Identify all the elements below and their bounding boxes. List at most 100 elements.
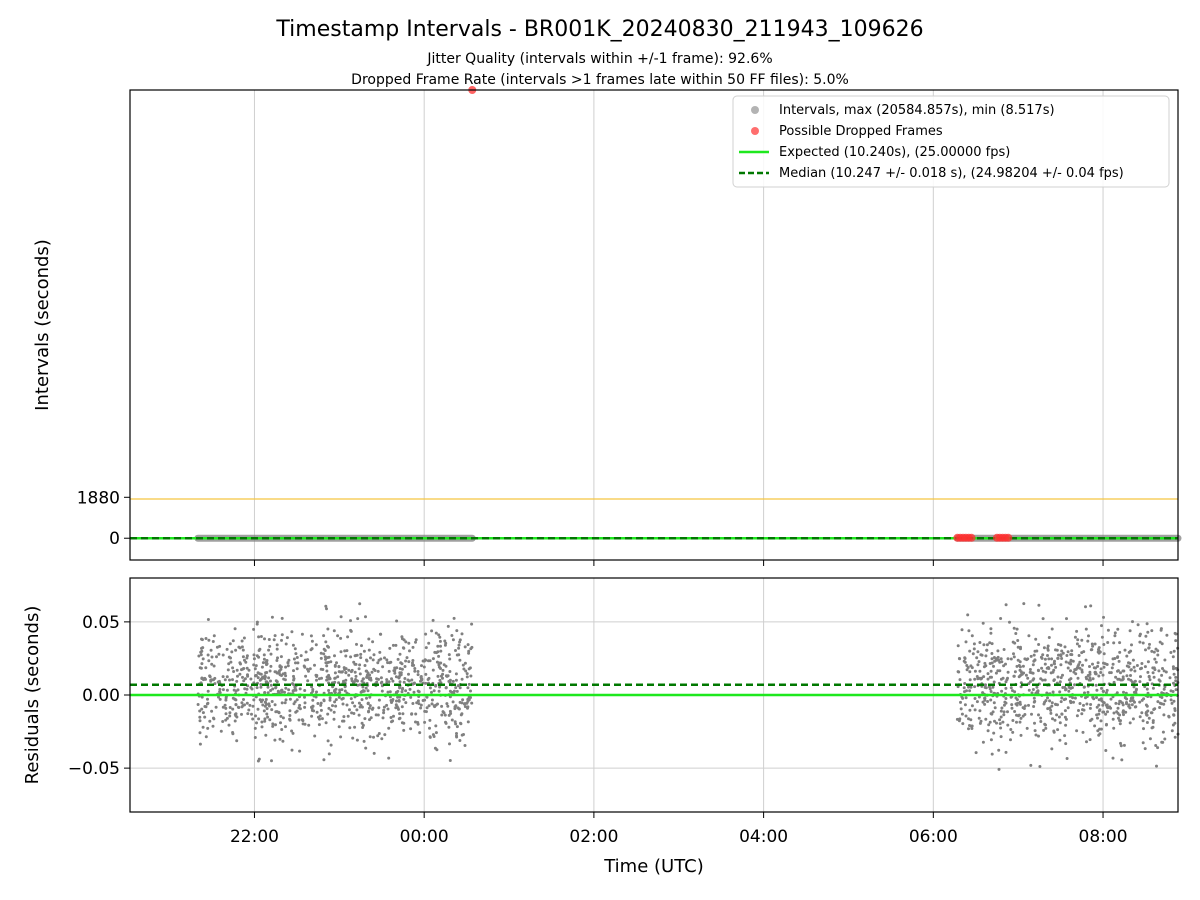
residual-point-0-980 xyxy=(264,671,268,675)
residual-point-0-604 xyxy=(310,714,314,718)
residual-point-1-347 xyxy=(1084,675,1088,679)
residual-point-0-296 xyxy=(308,667,312,671)
residual-point-0-831 xyxy=(459,713,463,717)
residual-point-1-353 xyxy=(1151,666,1155,670)
residual-point-0-959 xyxy=(200,676,204,680)
residual-point-1-490 xyxy=(1004,603,1008,607)
residual-point-1-854 xyxy=(1069,669,1072,673)
residual-point-1-99 xyxy=(963,703,967,707)
residual-point-1-450 xyxy=(1172,699,1176,703)
residual-point-1-183 xyxy=(1049,711,1053,715)
residual-point-1-363 xyxy=(1122,690,1125,694)
residual-point-1-292 xyxy=(964,714,968,718)
residual-point-0-457 xyxy=(197,654,201,658)
residual-point-0-510 xyxy=(358,663,362,667)
residual-point-1-422 xyxy=(983,661,987,665)
residual-point-1-78 xyxy=(1146,660,1150,664)
residual-point-1-697 xyxy=(1152,675,1156,679)
residual-point-1-745 xyxy=(1061,686,1065,689)
residual-point-0-740 xyxy=(407,672,410,676)
residual-point-1-717 xyxy=(999,726,1003,730)
residual-point-1-544 xyxy=(999,709,1003,713)
residual-point-1-737 xyxy=(1075,666,1079,670)
residual-point-0-988 xyxy=(223,703,227,707)
residual-point-0-923 xyxy=(310,647,314,651)
residual-point-1-315 xyxy=(1073,696,1077,700)
residual-point-0-1036 xyxy=(400,662,404,666)
residual-point-0-116 xyxy=(248,703,252,707)
residual-point-0-891 xyxy=(228,714,232,718)
residual-point-0-870 xyxy=(270,615,274,619)
residual-point-0-971 xyxy=(407,660,411,664)
residual-point-1-811 xyxy=(1114,675,1118,679)
residual-point-0-873 xyxy=(362,649,366,653)
residual-point-1-246 xyxy=(1154,647,1158,651)
residual-point-0-796 xyxy=(403,665,407,668)
residual-point-0-547 xyxy=(447,653,451,657)
residual-point-0-448 xyxy=(262,657,266,661)
residual-point-1-13 xyxy=(982,675,986,679)
residual-point-0-929 xyxy=(213,682,217,686)
residual-point-0-154 xyxy=(319,701,323,705)
residual-point-0-548 xyxy=(454,678,458,682)
residual-point-0-404 xyxy=(396,689,400,693)
residual-point-1-478 xyxy=(1000,660,1004,664)
residual-point-0-673 xyxy=(455,629,459,633)
residual-point-1-562 xyxy=(1021,664,1025,668)
residual-point-0-1077 xyxy=(280,616,284,620)
residual-point-0-45 xyxy=(339,636,343,640)
residual-point-0-1015 xyxy=(320,676,323,680)
residual-point-0-479 xyxy=(340,670,344,674)
residual-point-0-626 xyxy=(211,640,215,643)
residual-point-0-105 xyxy=(408,649,411,653)
residual-point-0-492 xyxy=(242,698,245,701)
residual-point-0-313 xyxy=(234,648,238,652)
residual-point-1-218 xyxy=(1157,669,1161,673)
residual-point-1-564 xyxy=(1073,635,1077,639)
residual-point-0-120 xyxy=(424,681,428,685)
residual-point-1-214 xyxy=(1064,723,1068,727)
residual-point-0-825 xyxy=(295,667,299,671)
residual-point-0-723 xyxy=(269,679,272,683)
residual-point-0-704 xyxy=(364,686,368,690)
residual-point-1-674 xyxy=(1120,701,1124,705)
residual-point-1-460 xyxy=(983,696,987,700)
residual-point-1-293 xyxy=(1117,659,1121,663)
residual-point-1-820 xyxy=(1144,648,1147,652)
residual-point-1-153 xyxy=(1099,727,1103,731)
residual-point-0-640 xyxy=(411,645,415,649)
residual-point-0-593 xyxy=(253,736,257,739)
residual-point-1-671 xyxy=(1125,697,1129,701)
residual-point-1-285 xyxy=(1147,716,1151,720)
residual-point-0-890 xyxy=(343,649,347,653)
residual-point-0-553 xyxy=(391,643,395,647)
residual-point-0-1014 xyxy=(207,638,211,642)
residual-point-1-586 xyxy=(1101,689,1105,693)
residual-point-0-359 xyxy=(418,731,422,735)
residual-point-1-794 xyxy=(1141,719,1145,723)
residual-point-1-679 xyxy=(1116,669,1119,673)
residual-point-0-652 xyxy=(327,689,331,692)
residual-point-1-457 xyxy=(1174,675,1178,679)
residual-point-1-594 xyxy=(979,719,983,723)
residual-point-1-666 xyxy=(1140,666,1143,670)
residual-point-0-902 xyxy=(265,707,269,711)
residual-point-0-1079 xyxy=(428,726,431,730)
residual-point-1-705 xyxy=(1160,673,1164,677)
residual-point-0-477 xyxy=(269,664,273,668)
residual-point-0-785 xyxy=(209,678,213,682)
residual-point-1-222 xyxy=(1163,699,1167,703)
residual-point-0-945 xyxy=(278,664,282,668)
residual-point-1-803 xyxy=(994,657,998,661)
residual-point-1-303 xyxy=(1118,699,1122,703)
residual-point-0-806 xyxy=(200,707,204,711)
residual-point-0-979 xyxy=(394,643,398,647)
residual-point-0-957 xyxy=(255,721,258,725)
residual-point-0-232 xyxy=(414,712,418,716)
residual-point-0-16 xyxy=(424,646,428,650)
residual-point-0-951 xyxy=(398,673,402,677)
residual-point-0-486 xyxy=(280,728,284,731)
residual-point-0-586 xyxy=(412,663,416,667)
residual-point-1-804 xyxy=(1078,660,1082,664)
residual-point-0-782 xyxy=(407,641,411,645)
